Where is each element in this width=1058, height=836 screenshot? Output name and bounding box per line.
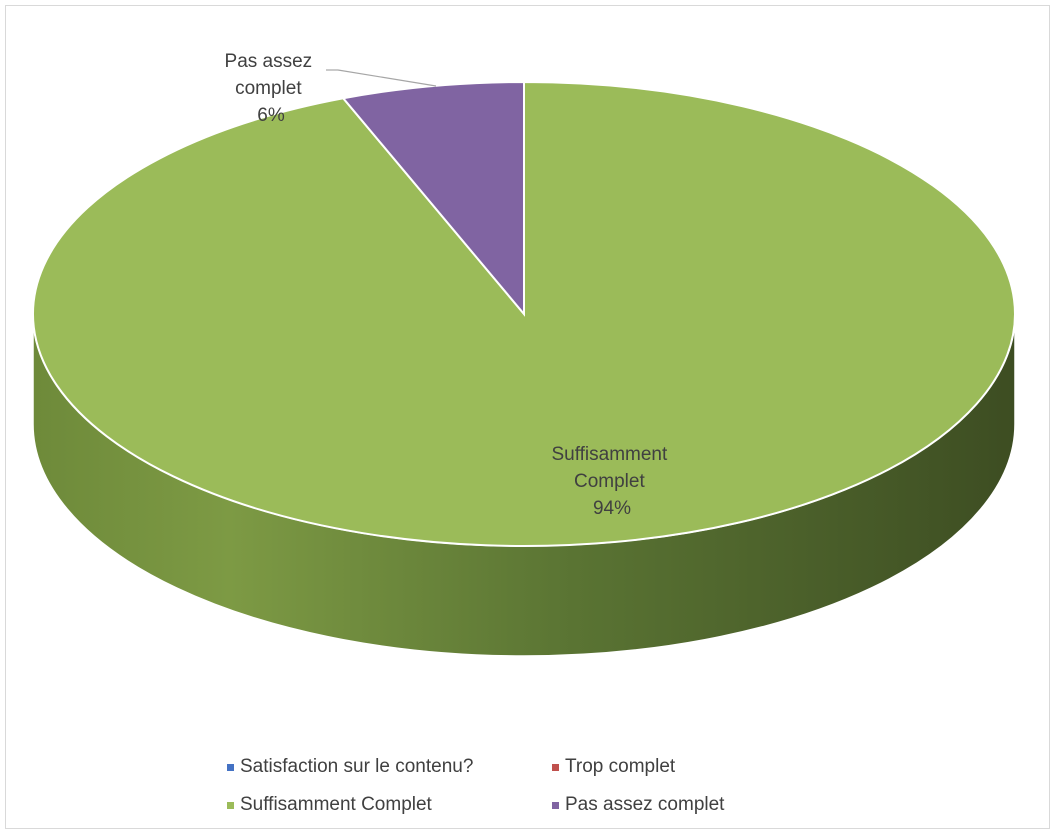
svg-text:Suffisamment Complet: Suffisamment Complet 94% — [551, 444, 672, 519]
label-suffisamment-line1: Suffisamment — [551, 444, 668, 465]
pie-slices — [31, 80, 1016, 547]
leader-line — [337, 69, 437, 87]
label-pas-assez-line1: Pas assez — [225, 51, 313, 72]
label-pas-assez-line2: complet — [235, 78, 302, 99]
label-suffisamment-line2: Complet — [574, 471, 645, 492]
label-suffisamment-value: 94% — [593, 498, 631, 519]
label-pas-assez-value: 6% — [257, 105, 285, 126]
svg-text:Pas assez complet: Pas assez complet 6% — [225, 51, 318, 126]
pie-slice-pas-assez-complet — [341, 80, 525, 317]
data-labels: Suffisamment Complet 94% Pas assez compl… — [225, 51, 672, 519]
